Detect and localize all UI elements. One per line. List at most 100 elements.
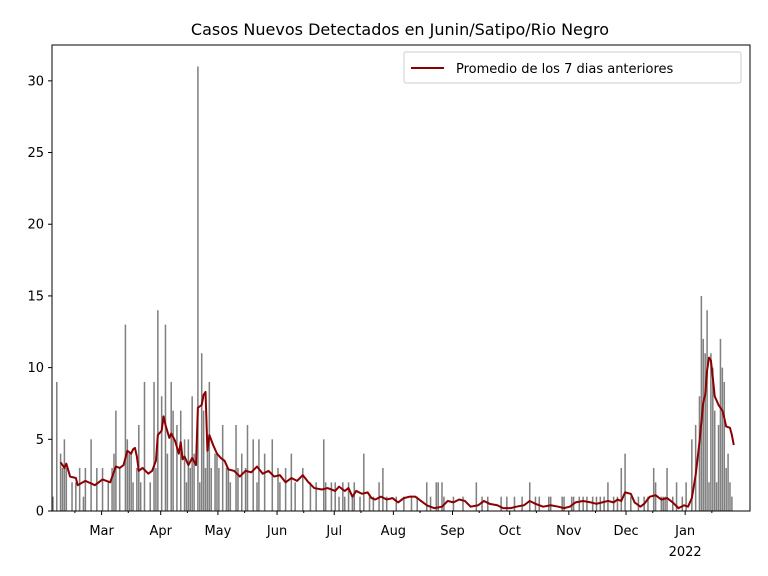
bar bbox=[187, 439, 190, 511]
bar bbox=[139, 482, 142, 511]
x-tick-label: Jun bbox=[266, 524, 287, 539]
bar bbox=[229, 482, 232, 511]
bar bbox=[654, 482, 657, 511]
bar bbox=[664, 496, 666, 511]
bar bbox=[157, 310, 159, 511]
bar bbox=[136, 467, 138, 511]
bar bbox=[570, 496, 573, 511]
bar bbox=[170, 381, 172, 511]
y-axis: 0 5 10 15 20 25 30 bbox=[27, 74, 52, 520]
series-line bbox=[59, 356, 735, 510]
bar bbox=[63, 439, 66, 511]
bar bbox=[506, 496, 508, 511]
bar bbox=[351, 496, 354, 511]
bar bbox=[698, 396, 701, 511]
bar bbox=[191, 396, 193, 511]
bar bbox=[403, 496, 405, 511]
bar bbox=[528, 482, 531, 511]
bar bbox=[193, 453, 195, 511]
bar bbox=[363, 453, 365, 511]
bar bbox=[111, 467, 113, 511]
bar bbox=[441, 482, 443, 511]
bar bbox=[475, 482, 478, 511]
bar bbox=[710, 353, 712, 511]
bar bbox=[56, 381, 58, 511]
bar bbox=[691, 439, 693, 511]
bar bbox=[437, 482, 439, 511]
bar bbox=[149, 482, 151, 511]
bar bbox=[395, 496, 397, 511]
bar bbox=[616, 496, 619, 511]
bar bbox=[290, 453, 293, 511]
bar bbox=[204, 467, 207, 511]
bar bbox=[353, 482, 356, 511]
bar bbox=[155, 467, 157, 511]
bar bbox=[681, 496, 684, 511]
x-axis: Mar Apr May Jun Jul Aug Sep Oct Nov Dec Jan 2022 bbox=[74, 511, 713, 560]
bar bbox=[199, 482, 201, 511]
bar bbox=[101, 467, 104, 511]
bar bbox=[538, 496, 541, 511]
x-tick-label: Jan bbox=[674, 524, 695, 539]
bar bbox=[107, 482, 110, 511]
bar bbox=[647, 496, 649, 511]
bar bbox=[263, 453, 266, 511]
bar bbox=[382, 467, 384, 511]
bar bbox=[65, 467, 68, 511]
x-tick-label: Sep bbox=[440, 524, 465, 539]
bar bbox=[216, 453, 218, 511]
bar bbox=[277, 467, 279, 511]
bar bbox=[52, 496, 54, 511]
bar bbox=[607, 482, 609, 511]
bar bbox=[324, 482, 327, 511]
bar bbox=[521, 496, 523, 511]
bar bbox=[630, 496, 632, 511]
bar bbox=[113, 453, 115, 511]
bar bbox=[548, 496, 550, 511]
bar bbox=[549, 496, 552, 511]
bar bbox=[225, 467, 228, 511]
bar bbox=[662, 496, 664, 511]
bar bbox=[425, 482, 428, 511]
bar bbox=[368, 496, 371, 511]
bar bbox=[197, 66, 199, 511]
bar bbox=[338, 496, 340, 511]
bar bbox=[578, 496, 581, 511]
bar bbox=[343, 496, 346, 511]
bar bbox=[172, 410, 174, 511]
bar bbox=[462, 496, 464, 511]
bar bbox=[96, 467, 98, 511]
bar bbox=[210, 467, 213, 511]
bar bbox=[279, 482, 281, 511]
bar bbox=[75, 482, 77, 511]
bar bbox=[323, 439, 325, 511]
bar bbox=[179, 410, 182, 511]
bar bbox=[128, 453, 130, 511]
bar bbox=[342, 482, 344, 511]
bar bbox=[624, 453, 626, 511]
bar bbox=[513, 496, 516, 511]
bar bbox=[237, 467, 239, 511]
bar bbox=[416, 496, 418, 511]
bar bbox=[729, 482, 731, 511]
legend: Promedio de los 7 dias anteriores bbox=[403, 51, 742, 84]
bar bbox=[712, 367, 714, 511]
bar bbox=[672, 496, 674, 511]
bar bbox=[256, 482, 258, 511]
bar bbox=[160, 396, 163, 511]
bar bbox=[309, 482, 312, 511]
bar bbox=[61, 467, 64, 511]
x-tick-label: May bbox=[204, 524, 231, 539]
bar bbox=[429, 496, 432, 511]
bar bbox=[183, 439, 186, 511]
x-tick-label: Jul bbox=[325, 524, 342, 539]
x-tick-label: Oct bbox=[498, 524, 520, 539]
y-tick-label: 15 bbox=[27, 289, 44, 304]
bar bbox=[153, 381, 155, 511]
bar bbox=[166, 453, 169, 511]
bar bbox=[189, 467, 192, 511]
bar bbox=[725, 467, 727, 511]
bar bbox=[675, 482, 678, 511]
bar bbox=[90, 439, 92, 511]
bar bbox=[685, 482, 687, 511]
